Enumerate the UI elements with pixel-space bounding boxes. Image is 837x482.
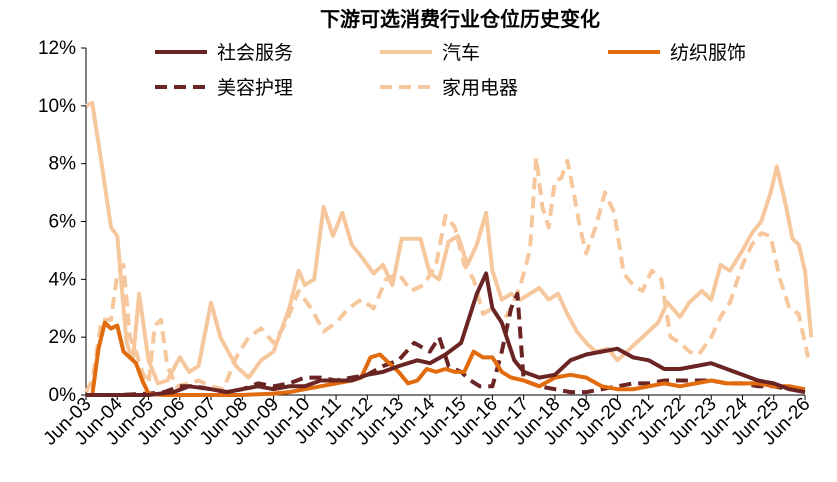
legend-label-2: 纺织服饰 [670,42,746,64]
y-tick-label: 6% [49,212,77,233]
y-tick-label: 2% [49,327,77,348]
legend-label-4: 家用电器 [442,77,518,99]
legend-label-3: 美容护理 [217,77,293,99]
y-tick-label: 4% [49,269,77,290]
series-layer [84,100,814,397]
x-axis-ticks: Jun-03Jun-04Jun-05Jun-06Jun-07Jun-08Jun-… [40,393,815,449]
y-axis-ticks: 0% 2% 4% 6% 8% 10% 12% [38,38,86,406]
series-line-1 [85,100,814,386]
y-tick-label: 8% [49,154,77,175]
legend-label-0: 社会服务 [217,42,293,64]
y-tick-label: 0% [49,385,77,406]
legend-label-1: 汽车 [442,42,480,64]
series-line-3 [86,291,805,397]
series-line-2 [86,320,806,397]
y-tick-label: 10% [38,96,76,117]
y-tick-label: 12% [38,38,76,59]
series-line-0 [86,271,806,397]
chart-title: 下游可选消费行业仓位历史变化 [320,7,600,31]
series-line-4 [84,155,811,394]
